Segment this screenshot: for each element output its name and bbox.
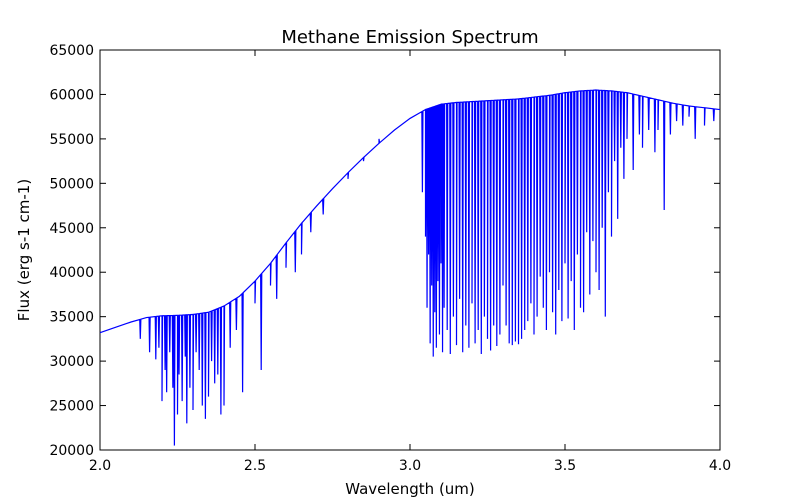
x-tick-label: 2.0 — [89, 458, 111, 474]
y-tick-label: 50000 — [49, 176, 94, 192]
x-tick-label: 3.0 — [399, 458, 421, 474]
x-tick-label: 4.0 — [709, 458, 731, 474]
y-tick-label: 20000 — [49, 443, 94, 459]
y-tick-label: 60000 — [49, 87, 94, 103]
y-tick-label: 55000 — [49, 132, 94, 148]
y-tick-label: 65000 — [49, 43, 94, 59]
x-axis-label: Wavelength (um) — [345, 480, 475, 498]
x-axis-ticks: 2.0 2.5 3.0 3.5 4.0 — [89, 50, 731, 474]
y-axis-ticks: 20000 25000 30000 35000 40000 45000 50000 55000… — [49, 43, 720, 459]
x-tick-label: 2.5 — [244, 458, 266, 474]
y-tick-label: 35000 — [49, 310, 94, 326]
plot-area — [99, 49, 721, 451]
y-tick-label: 30000 — [49, 354, 94, 370]
spectrum-line — [99, 89, 721, 446]
y-axis-label: Flux (erg s-1 cm-1) — [15, 179, 33, 321]
x-tick-label: 3.5 — [554, 458, 576, 474]
y-tick-label: 45000 — [49, 221, 94, 237]
chart-title: Methane Emission Spectrum — [281, 27, 538, 48]
y-tick-label: 40000 — [49, 265, 94, 281]
y-tick-label: 25000 — [49, 399, 94, 415]
